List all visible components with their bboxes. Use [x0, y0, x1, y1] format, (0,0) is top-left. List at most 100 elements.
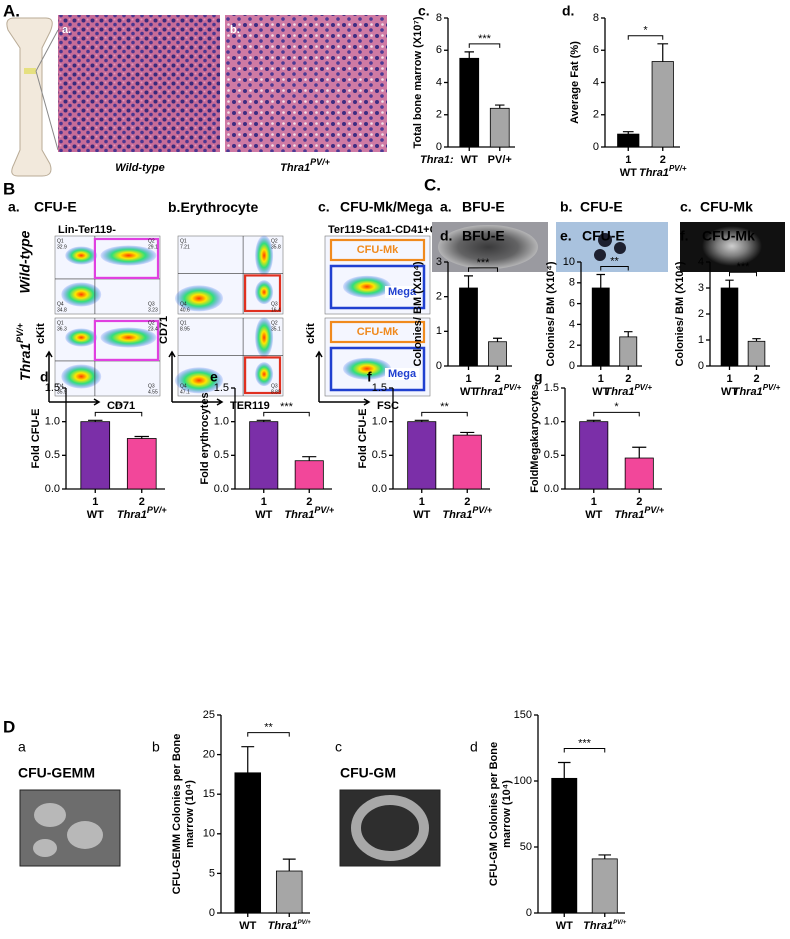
x-tick-label: 2: [464, 496, 470, 508]
error-bar: [282, 858, 296, 872]
y-tick-label: 0.5: [214, 449, 229, 461]
chart-label: c.: [418, 3, 430, 19]
colony-image: [594, 233, 626, 261]
quadrant-value: 35.1: [271, 326, 281, 332]
x-tick-sublabel: WT: [413, 509, 430, 521]
bar: [579, 421, 609, 490]
colony-letter: a.: [440, 199, 452, 215]
y-tick-label: 8: [593, 12, 599, 24]
quadrant-value: 47.1: [180, 389, 190, 395]
bar: [249, 421, 279, 490]
quadrant-name: Q1: [57, 320, 64, 326]
y-tick-label: 0.0: [45, 483, 60, 495]
x-tick-label: 1: [261, 496, 267, 508]
x-tick-sublabel: WT: [460, 386, 477, 398]
error-bar: [752, 338, 761, 342]
sublabel-sup: PV/+: [644, 505, 665, 515]
bar: [407, 421, 437, 490]
density: [175, 285, 223, 312]
axis-arrow: [45, 350, 101, 406]
significance: ***: [477, 257, 491, 269]
quadrant-name: Q1: [180, 320, 187, 326]
quadrant-value: 7.21: [180, 244, 190, 250]
quadrant-name: Q4: [57, 301, 64, 307]
category: 1: [598, 373, 604, 385]
category: 2: [464, 496, 470, 508]
chart-label: d: [40, 369, 49, 385]
flow-plots: Q132.9Q229.1Q434.8Q33.23Q136.3Q223.4Q435…: [35, 235, 431, 412]
x-tick-label: 2: [625, 373, 631, 385]
y-tick-label: 0: [569, 360, 575, 372]
gate-label-box: [385, 286, 419, 298]
y-tick-label: 1.5: [45, 382, 60, 394]
quadrant-name: Q1: [180, 238, 187, 244]
x-tick-label: WT: [556, 920, 573, 932]
quadrant-value: 3.23: [148, 307, 158, 313]
sublabel: Thra1: [474, 386, 504, 398]
sublabel: Thra1: [284, 509, 314, 521]
category: 1: [261, 496, 267, 508]
density: [100, 245, 157, 266]
category: 2: [753, 373, 759, 385]
y-tick-label: 2: [436, 291, 442, 303]
y-tick-label: 0: [593, 141, 599, 153]
chart-label: d.: [440, 228, 452, 244]
axis-arrow: [315, 350, 371, 406]
y-tick-label: 3: [436, 256, 442, 268]
quadrant-value: 8.89: [271, 389, 281, 395]
sublabel: Thra1: [117, 509, 147, 521]
y-tick-label: 150: [514, 709, 532, 721]
density: [255, 280, 274, 305]
colony-image: [556, 222, 668, 272]
gate: [244, 274, 282, 313]
significance: ***: [578, 737, 592, 749]
y-tick-label: 10: [563, 256, 575, 268]
flow-plot: [324, 235, 431, 315]
quadrant-name: Q2: [271, 238, 278, 244]
quadrant-name: Q4: [57, 383, 64, 389]
sublabel: Thra1: [733, 386, 763, 398]
x-tick-label: 2: [753, 373, 759, 385]
bar: [488, 341, 507, 367]
significance: **: [610, 255, 619, 267]
quadrant-name: Q4: [180, 301, 187, 307]
category: PV/+: [488, 154, 512, 166]
sublabel: WT: [460, 386, 477, 398]
bar: [275, 870, 303, 914]
error-bar: [464, 51, 474, 59]
category: 1: [419, 496, 425, 508]
category: 1: [591, 496, 597, 508]
colony-letter: b.: [560, 199, 572, 215]
y-axis-label: Fold CFU-E: [357, 409, 369, 469]
error-bar: [657, 43, 669, 62]
quadrant-value: 32.9: [57, 244, 67, 250]
flow-title: Erythrocyte: [180, 199, 258, 215]
category: 2: [306, 496, 312, 508]
x-tick-sublabel: WT: [620, 167, 637, 179]
quadrant-name: Q3: [148, 383, 155, 389]
quadrant-value: 34.8: [57, 307, 67, 313]
significance: **: [264, 722, 273, 734]
flow-plot: [324, 317, 431, 397]
y-tick-label: 1.5: [544, 382, 559, 394]
bar: [80, 421, 111, 490]
error-bar: [88, 419, 103, 422]
sublabel-sup: PV/+: [669, 164, 687, 173]
significance: ***: [280, 401, 294, 413]
gate-label: CFU-Mk: [357, 326, 399, 338]
sublabel-sup: PV/+: [634, 383, 652, 392]
significance: *: [614, 401, 619, 413]
gate-label-box: [385, 368, 419, 380]
x-tick-label: Thra1PV/+: [268, 920, 312, 932]
axis-arrow: [168, 350, 224, 406]
x-tick-label: 2: [494, 373, 500, 385]
flow-ylabel: cKit: [35, 323, 47, 344]
x-tick-label: PV/+: [488, 154, 512, 166]
category: 1: [92, 496, 98, 508]
y-tick-label: 0: [698, 360, 704, 372]
bar: [459, 57, 480, 148]
x-tick-label: 2: [139, 496, 145, 508]
x-tick-label: 1: [419, 496, 425, 508]
y-tick-label: 1.0: [214, 416, 229, 428]
flow-xlabel: FSC: [377, 400, 399, 412]
